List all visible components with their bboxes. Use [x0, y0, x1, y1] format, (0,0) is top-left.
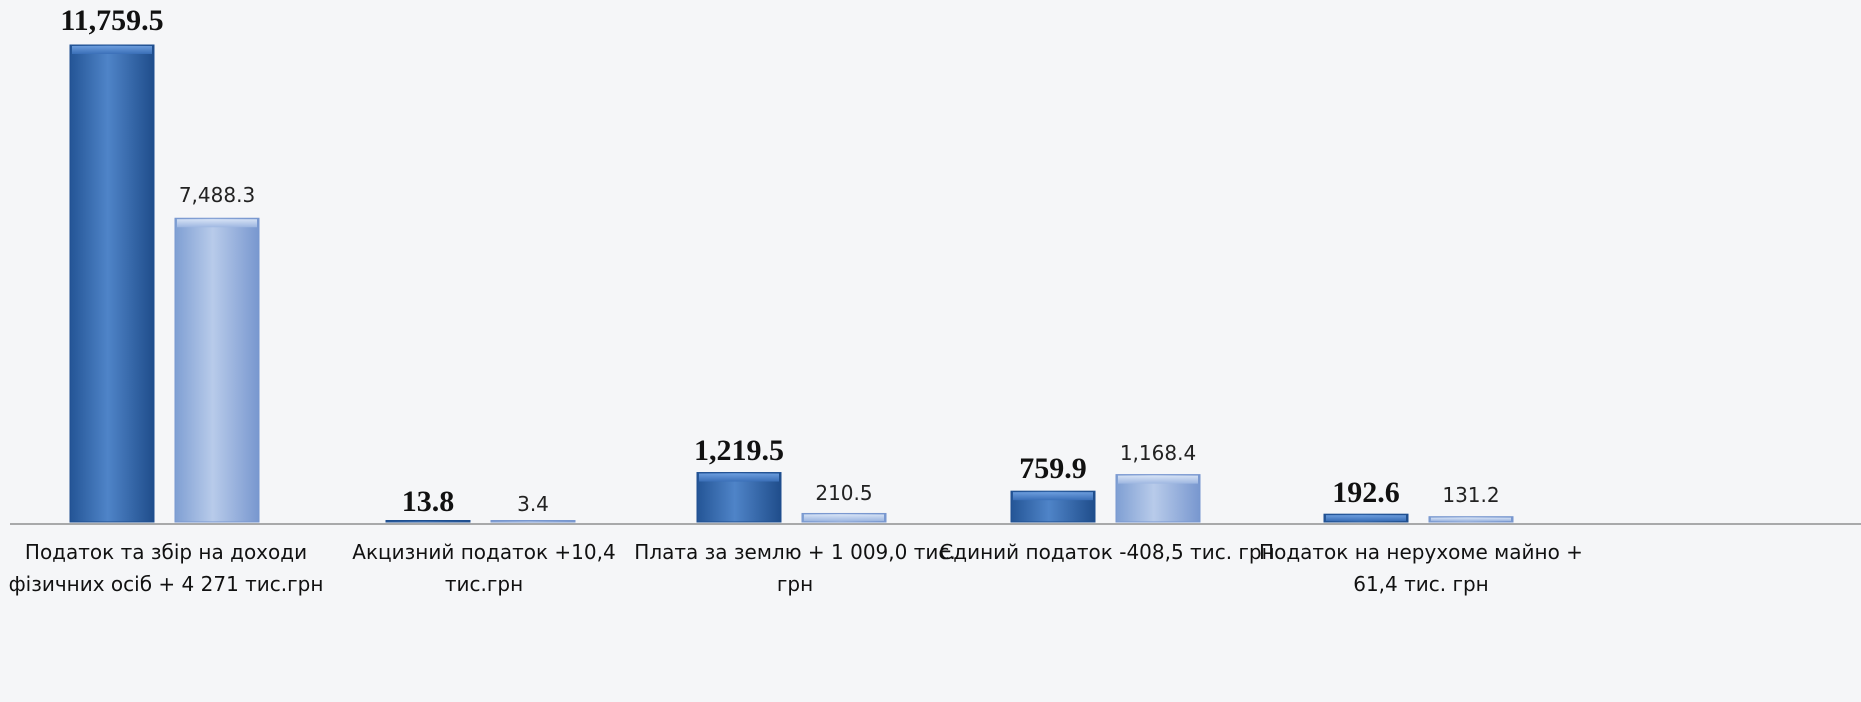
bar-primary-1	[385, 520, 471, 523]
category-label-1: Акцизний податок +10,4 тис.грн	[352, 540, 615, 596]
bar-primary-cap-2	[699, 473, 779, 482]
data-label-secondary-3: 1,168.4	[1120, 441, 1196, 465]
bar-secondary-cap-0	[177, 219, 257, 228]
bar-secondary-cap-4	[1431, 517, 1511, 521]
data-label-primary-4: 192.6	[1332, 476, 1400, 509]
bar-secondary-1	[490, 520, 576, 523]
bar-secondary-cap-3	[1118, 475, 1198, 484]
data-label-secondary-0: 7,488.3	[179, 183, 255, 207]
data-label-secondary-2: 210.5	[815, 481, 872, 505]
data-label-primary-3: 759.9	[1019, 452, 1087, 485]
category-label-line-4-0: Податок на нерухоме майно +	[1259, 540, 1583, 564]
data-label-primary-2: 1,219.5	[694, 434, 784, 467]
category-label-line-0-0: Податок та збір на доходи	[25, 540, 307, 564]
data-label-secondary-1: 3.4	[517, 492, 549, 516]
category-label-4: Податок на нерухоме майно + 61,4 тис. грн	[1259, 540, 1583, 596]
category-label-line-3-0: Єдиний податок -408,5 тис. грн	[939, 540, 1274, 564]
category-label-0: Податок та збір на доходи фізичних осіб +…	[9, 540, 324, 596]
data-label-secondary-4: 131.2	[1442, 483, 1499, 507]
data-label-primary-1: 13.8	[402, 485, 455, 518]
category-label-line-1-0: Акцизний податок +10,4	[352, 540, 615, 564]
bar-secondary-cap-2	[804, 514, 884, 521]
bar-primary-0	[69, 44, 155, 523]
bar-primary-cap-0	[72, 46, 152, 54]
category-label-line-4-1: 61,4 тис. грн	[1353, 572, 1489, 596]
category-label-3: Єдиний податок -408,5 тис. грн	[939, 540, 1274, 564]
category-label-line-0-1: фізичних осіб + 4 271 тис.грн	[9, 572, 324, 596]
bar-secondary-0	[174, 217, 260, 523]
category-label-line-2-0: Плата за землю + 1 009,0 тис.	[634, 540, 955, 564]
data-label-primary-0: 11,759.5	[60, 4, 163, 37]
category-label-line-1-1: тис.грн	[445, 572, 523, 596]
bar-primary-cap-3	[1013, 492, 1093, 501]
category-label-line-2-1: грн	[777, 572, 813, 596]
bar-primary-cap-4	[1326, 515, 1406, 521]
category-label-2: Плата за землю + 1 009,0 тис. грн	[634, 540, 955, 596]
